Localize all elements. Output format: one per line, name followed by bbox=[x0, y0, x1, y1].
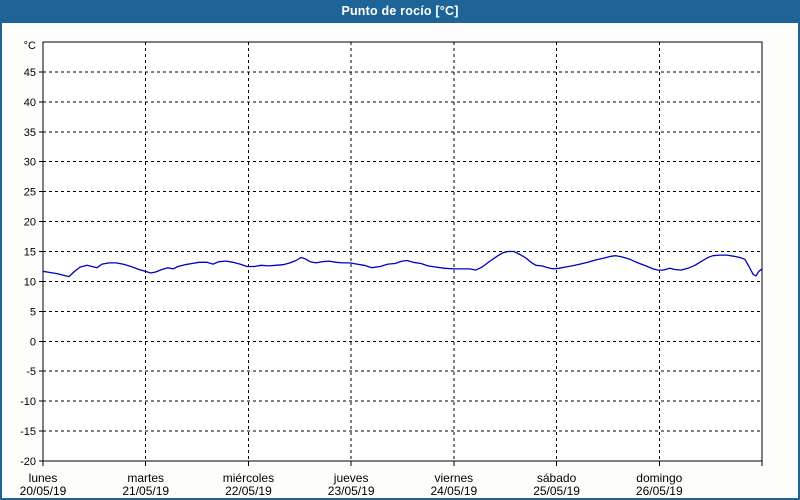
x-date-label: 23/05/19 bbox=[328, 484, 375, 498]
x-day-label: jueves bbox=[333, 471, 369, 485]
y-tick-label: 15 bbox=[24, 247, 36, 259]
y-tick-label: 20 bbox=[24, 217, 36, 229]
y-tick-label: 25 bbox=[24, 187, 36, 199]
y-tick-label: -15 bbox=[20, 426, 36, 438]
x-date-label: 22/05/19 bbox=[225, 484, 272, 498]
x-date-label: 24/05/19 bbox=[430, 484, 477, 498]
y-tick-label: 5 bbox=[30, 306, 36, 318]
y-tick-label: -5 bbox=[26, 366, 36, 378]
x-day-label: miércoles bbox=[223, 471, 274, 485]
x-day-label: sábado bbox=[537, 471, 577, 485]
chart-area: 45 40 35 30 25 20 15 10 5 0 -5 -10 -15 -20 °C lunes 20/0… bbox=[2, 22, 798, 498]
series-line bbox=[42, 250, 763, 278]
x-date-label: 21/05/19 bbox=[122, 484, 169, 498]
y-tick-label: 35 bbox=[24, 127, 36, 139]
y-tick-label: 45 bbox=[24, 67, 36, 79]
dew-point-chart: 45 40 35 30 25 20 15 10 5 0 -5 -10 -15 -20 °C lunes20/0… bbox=[20, 40, 763, 498]
y-tick-label: 10 bbox=[24, 276, 36, 288]
plot-border bbox=[42, 41, 763, 462]
chart-title: Punto de rocío [°C] bbox=[341, 4, 459, 18]
y-tick-label: -20 bbox=[20, 456, 36, 468]
y-tick-label: 0 bbox=[30, 336, 36, 348]
y-tick-label: 40 bbox=[24, 97, 36, 109]
title-bar: Punto de rocío [°C] bbox=[2, 2, 798, 23]
x-day-label: domingo bbox=[636, 471, 682, 485]
x-day-label: lunes bbox=[29, 471, 58, 485]
x-date-label: 20/05/19 bbox=[20, 484, 67, 498]
y-unit-label: °C bbox=[24, 40, 36, 52]
x-day-label: viernes bbox=[435, 471, 474, 485]
x-date-label: 26/05/19 bbox=[636, 484, 683, 498]
x-date-label: 25/05/19 bbox=[533, 484, 580, 498]
y-tick-label: 30 bbox=[24, 157, 36, 169]
y-tick-label: -10 bbox=[20, 396, 36, 408]
x-day-label: martes bbox=[127, 471, 164, 485]
